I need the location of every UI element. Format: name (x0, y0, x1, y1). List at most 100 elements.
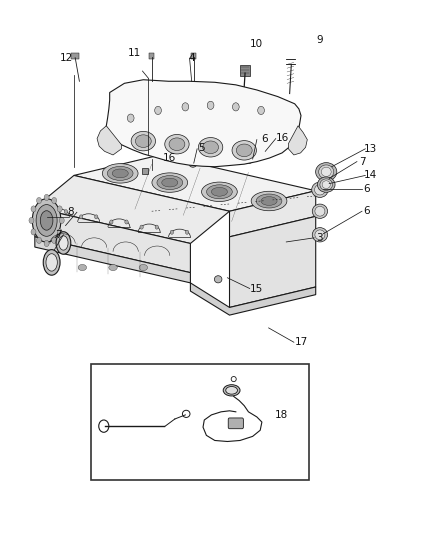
Text: 5: 5 (198, 143, 205, 153)
Ellipse shape (162, 178, 178, 187)
Circle shape (155, 225, 159, 229)
Circle shape (258, 107, 265, 115)
Ellipse shape (223, 385, 240, 396)
Bar (142, 168, 148, 174)
Ellipse shape (36, 205, 57, 236)
Text: 6: 6 (261, 134, 268, 143)
Ellipse shape (32, 199, 61, 242)
Ellipse shape (320, 179, 332, 190)
Circle shape (125, 220, 128, 224)
Ellipse shape (314, 184, 325, 195)
Ellipse shape (212, 188, 227, 196)
Text: 3: 3 (317, 233, 323, 243)
Text: 10: 10 (250, 39, 263, 49)
Bar (71, 53, 79, 59)
Polygon shape (230, 216, 316, 308)
Circle shape (44, 195, 49, 200)
Circle shape (110, 220, 113, 224)
Polygon shape (97, 126, 121, 155)
Ellipse shape (315, 230, 325, 240)
Polygon shape (35, 208, 191, 273)
Text: 13: 13 (364, 144, 377, 154)
Ellipse shape (214, 276, 222, 283)
Text: 7: 7 (359, 157, 365, 167)
Polygon shape (35, 175, 230, 244)
Circle shape (52, 237, 57, 244)
Circle shape (31, 206, 36, 212)
Polygon shape (191, 283, 316, 315)
Text: 16: 16 (163, 153, 176, 163)
Ellipse shape (56, 232, 71, 254)
Polygon shape (35, 237, 191, 283)
Text: 6: 6 (364, 206, 370, 216)
Text: 7: 7 (55, 230, 62, 240)
Circle shape (127, 114, 134, 122)
Text: 14: 14 (364, 171, 377, 181)
Polygon shape (230, 191, 316, 237)
Ellipse shape (131, 132, 155, 151)
Ellipse shape (40, 211, 53, 230)
Circle shape (64, 209, 67, 214)
Bar (240, 65, 250, 76)
Ellipse shape (244, 157, 253, 164)
Bar (149, 53, 154, 59)
Text: 8: 8 (68, 207, 74, 217)
Circle shape (233, 103, 239, 111)
Circle shape (140, 225, 143, 229)
Ellipse shape (321, 167, 331, 176)
Ellipse shape (78, 264, 87, 271)
Text: 9: 9 (317, 35, 323, 45)
Text: 11: 11 (127, 47, 141, 58)
Circle shape (29, 217, 34, 223)
Ellipse shape (107, 166, 133, 180)
Bar (191, 53, 196, 59)
Circle shape (49, 209, 53, 214)
Text: 12: 12 (60, 53, 74, 63)
Ellipse shape (169, 138, 185, 150)
Ellipse shape (109, 264, 117, 271)
Ellipse shape (165, 134, 189, 154)
Ellipse shape (312, 182, 328, 197)
Ellipse shape (102, 164, 138, 183)
Ellipse shape (316, 163, 337, 181)
Circle shape (59, 217, 64, 223)
Circle shape (31, 229, 36, 235)
Ellipse shape (43, 249, 60, 275)
Ellipse shape (256, 194, 282, 208)
Text: 6: 6 (364, 184, 370, 193)
Circle shape (155, 107, 161, 115)
Circle shape (207, 101, 214, 109)
Ellipse shape (152, 173, 187, 192)
FancyBboxPatch shape (228, 418, 244, 429)
Circle shape (95, 215, 98, 219)
Ellipse shape (59, 236, 68, 250)
Text: 4: 4 (188, 53, 195, 63)
Polygon shape (288, 126, 307, 155)
Circle shape (185, 230, 189, 235)
Ellipse shape (322, 181, 330, 189)
Ellipse shape (157, 175, 183, 190)
Circle shape (182, 103, 189, 111)
Ellipse shape (312, 228, 328, 242)
Ellipse shape (315, 206, 325, 216)
Circle shape (44, 240, 49, 247)
Ellipse shape (226, 386, 237, 394)
Circle shape (57, 229, 62, 235)
Circle shape (170, 230, 173, 235)
Ellipse shape (312, 204, 328, 219)
Circle shape (36, 197, 42, 204)
Circle shape (79, 215, 83, 219)
Ellipse shape (203, 141, 219, 154)
Ellipse shape (318, 177, 335, 192)
Text: 17: 17 (294, 337, 307, 347)
Ellipse shape (207, 185, 232, 199)
Polygon shape (74, 155, 316, 211)
Polygon shape (106, 80, 301, 167)
Circle shape (57, 206, 62, 212)
Bar (260, 149, 266, 154)
Ellipse shape (135, 135, 151, 148)
Text: 18: 18 (275, 410, 288, 420)
Circle shape (52, 197, 57, 204)
Ellipse shape (232, 141, 256, 160)
Text: 16: 16 (276, 133, 289, 142)
